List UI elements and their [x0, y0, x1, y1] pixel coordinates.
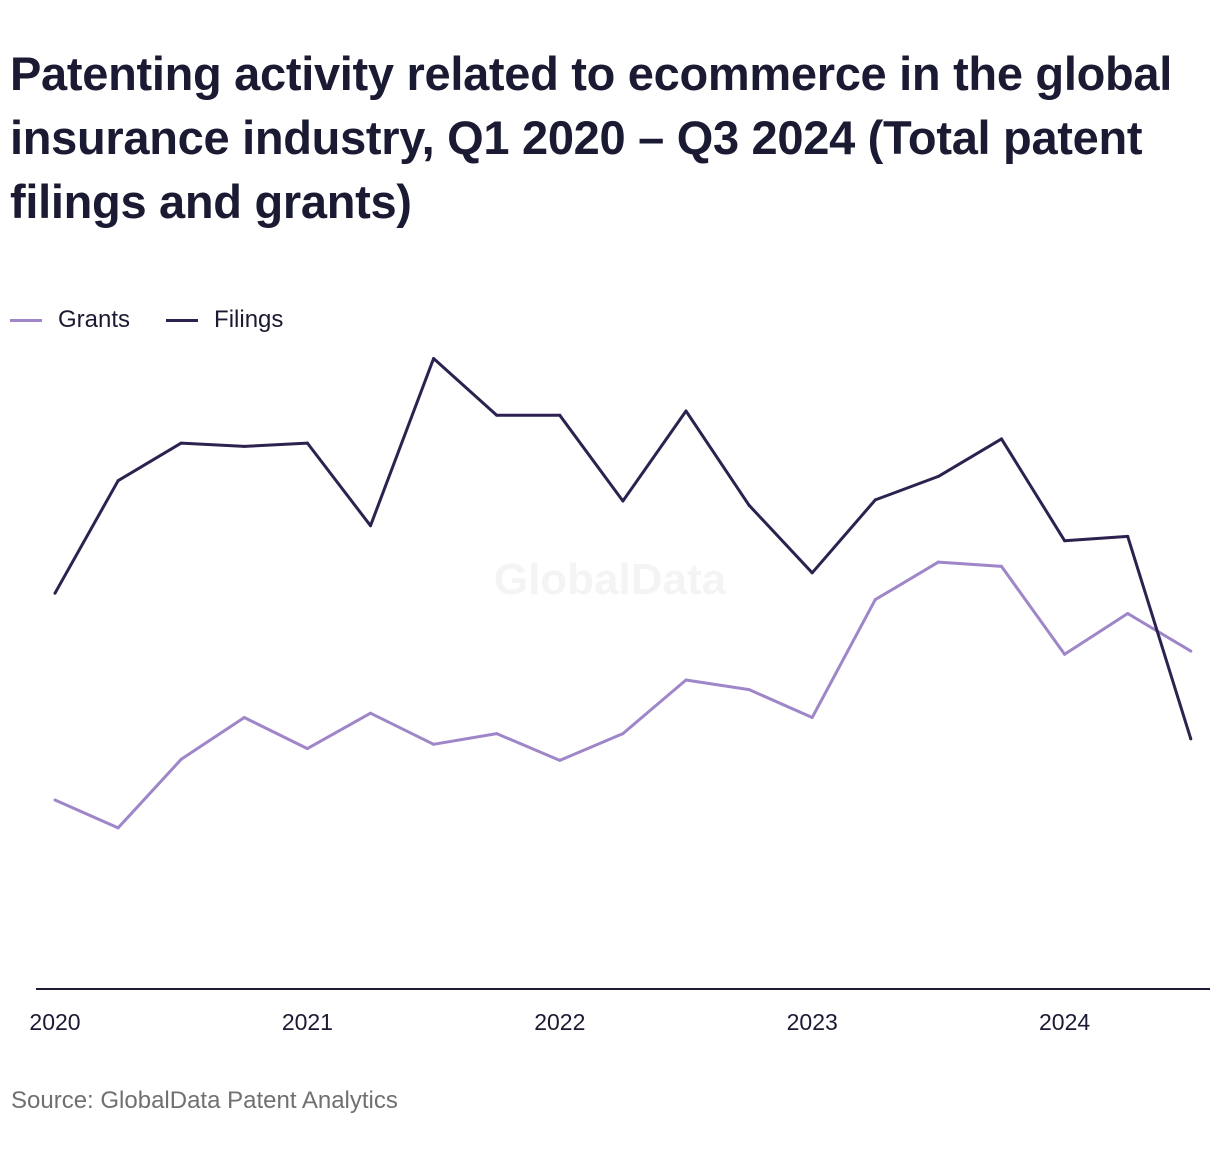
data-point-grants	[53, 798, 57, 802]
data-point-grants	[747, 688, 751, 692]
source-note: Source: GlobalData Patent Analytics	[11, 1087, 398, 1114]
data-point-filings	[1000, 437, 1003, 441]
data-point-filings	[53, 591, 57, 595]
data-point-filings	[432, 357, 436, 360]
data-point-grants	[810, 716, 814, 719]
x-tick-label: 2024	[1039, 1009, 1090, 1035]
data-point-grants	[873, 598, 877, 602]
data-point-grants	[1189, 649, 1193, 653]
x-tick-labels: 2020 2021 2022 2023 2024	[29, 1009, 1090, 1035]
data-point-filings	[873, 498, 877, 502]
data-point-filings	[936, 474, 940, 478]
data-point-grants	[936, 560, 940, 564]
x-tick-label: 2023	[787, 1009, 838, 1035]
data-point-filings	[684, 409, 688, 413]
x-tick-label: 2021	[282, 1009, 333, 1035]
x-tick-label: 2022	[534, 1009, 585, 1035]
data-point-filings	[747, 503, 751, 507]
series-line-filings	[53, 357, 1193, 740]
data-point-filings	[1063, 539, 1067, 543]
x-tick-label: 2020	[29, 1009, 80, 1035]
legend-item-grants: Grants	[10, 306, 130, 334]
data-point-grants	[558, 758, 562, 762]
legend-swatch-grants	[10, 318, 42, 322]
watermark: GlobalData	[494, 555, 727, 604]
data-point-grants	[1126, 612, 1130, 615]
data-point-filings	[242, 444, 246, 448]
data-point-grants	[621, 732, 625, 736]
legend-swatch-filings	[166, 318, 199, 322]
data-point-grants	[305, 747, 309, 751]
data-point-filings	[495, 413, 499, 417]
data-point-grants	[116, 826, 120, 830]
series-layer	[53, 357, 1193, 830]
data-point-filings	[1126, 534, 1130, 538]
legend-item-filings: Filings	[166, 306, 283, 334]
data-point-filings	[810, 571, 814, 575]
data-point-grants	[179, 757, 183, 761]
legend-label-grants: Grants	[58, 306, 131, 333]
data-point-filings	[369, 524, 372, 528]
data-point-grants	[1000, 564, 1003, 568]
data-point-grants	[369, 711, 372, 715]
chart-title: Patenting activity related to ecommerce …	[10, 47, 1173, 228]
data-point-grants	[432, 742, 436, 746]
data-point-filings	[558, 413, 562, 417]
data-point-filings	[116, 479, 120, 483]
data-point-grants	[495, 732, 499, 736]
data-point-filings	[621, 499, 625, 503]
data-point-grants	[242, 716, 246, 719]
data-point-grants	[684, 678, 688, 682]
data-point-filings	[1189, 737, 1193, 741]
data-point-grants	[1063, 652, 1067, 656]
data-point-filings	[179, 441, 183, 445]
data-point-filings	[305, 441, 309, 445]
legend: Grants Filings	[10, 306, 319, 334]
legend-label-filings: Filings	[214, 306, 284, 333]
